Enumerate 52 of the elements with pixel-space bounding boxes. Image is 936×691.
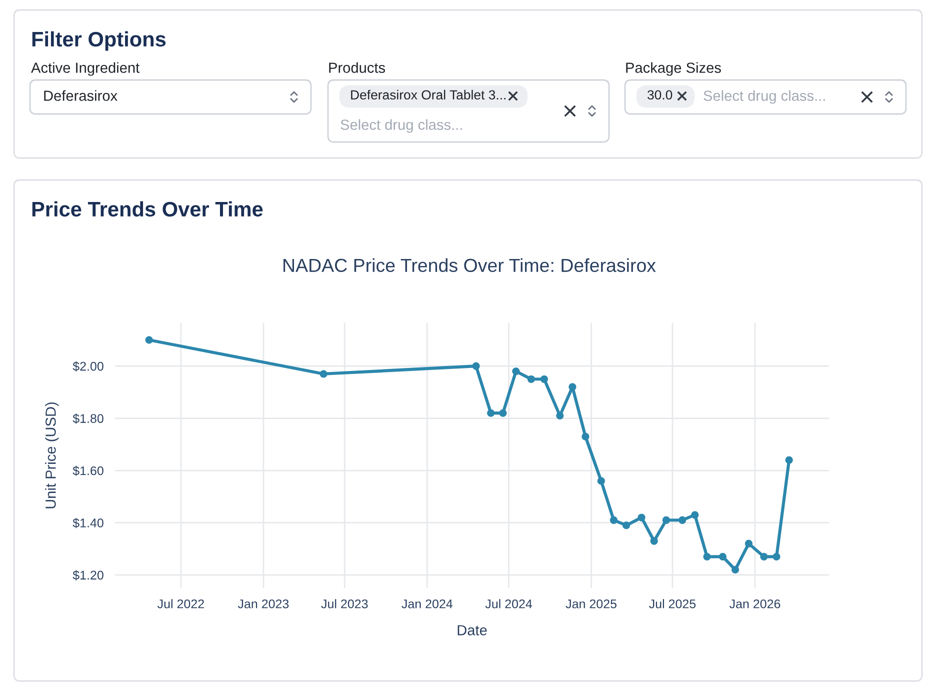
text: Select drug class... — [340, 119, 462, 133]
point — [731, 566, 740, 574]
text: Filter Options — [32, 31, 166, 51]
point — [568, 383, 576, 391]
point — [582, 432, 590, 440]
point — [622, 522, 630, 530]
point — [691, 511, 699, 519]
point — [650, 537, 658, 545]
y-tick-label: $1.40 — [72, 518, 104, 528]
point — [597, 477, 605, 485]
x-tick-label: Jul 2024 — [485, 599, 532, 608]
text: Select drug class... — [704, 90, 825, 104]
point — [145, 336, 153, 344]
point — [744, 540, 753, 548]
point — [487, 409, 495, 417]
x-tick-label: Jan 2025 — [566, 599, 616, 608]
point — [678, 516, 686, 524]
point — [772, 552, 780, 560]
x-tick-label: Jan 2024 — [402, 599, 453, 608]
text: Deferasirox Oral Tablet 3... — [351, 90, 506, 100]
y-tick-label: $2.00 — [72, 361, 104, 372]
point — [718, 552, 727, 560]
point — [760, 552, 768, 560]
text: Active Ingredient — [31, 62, 140, 76]
text: Deferasirox — [44, 90, 118, 101]
text: Products — [329, 62, 386, 73]
text: 30.0 — [648, 90, 672, 100]
x-tick-label: Jul 2023 — [321, 599, 368, 608]
point — [662, 516, 670, 524]
text: Package Sizes — [626, 62, 721, 76]
point — [556, 412, 564, 420]
point — [472, 362, 480, 370]
point — [512, 367, 520, 376]
x-tick-label: Jan 2026 — [729, 599, 780, 608]
y-tick-label: $1.80 — [72, 414, 104, 424]
point — [320, 370, 328, 378]
x-axis-title: Date — [458, 625, 487, 636]
point — [610, 516, 618, 524]
y-axis-title: Unit Price (USD) — [45, 402, 59, 508]
chart-title: NADAC Price Trends Over Time: Deferasirox — [284, 258, 656, 272]
point — [785, 456, 793, 464]
y-tick-label: $1.20 — [72, 570, 104, 580]
text: Price Trends Over Time — [32, 201, 263, 217]
x-tick-label: Jul 2025 — [649, 599, 696, 608]
point — [638, 514, 646, 522]
point — [527, 375, 536, 383]
y-tick-label: $1.60 — [72, 466, 104, 476]
point — [540, 375, 548, 383]
point — [499, 409, 507, 417]
x-tick-label: Jul 2022 — [157, 599, 204, 608]
x-tick-label: Jan 2023 — [238, 599, 289, 608]
point — [703, 552, 711, 560]
